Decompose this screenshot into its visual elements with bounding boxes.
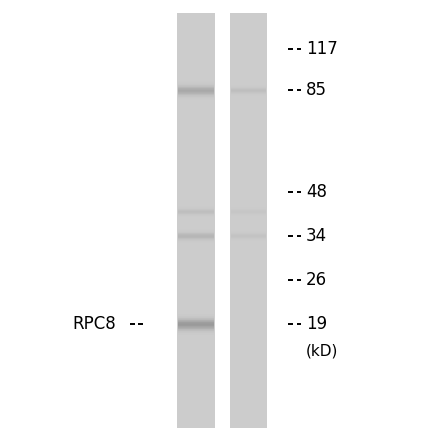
Text: 19: 19 <box>306 315 327 333</box>
Bar <box>178 316 213 317</box>
Bar <box>178 93 213 94</box>
Bar <box>178 324 213 325</box>
Bar <box>178 241 213 242</box>
Bar <box>178 231 213 232</box>
Bar <box>178 99 213 100</box>
Bar <box>178 318 213 319</box>
Text: 48: 48 <box>306 183 327 201</box>
Bar <box>178 319 213 320</box>
Bar <box>178 333 213 334</box>
Bar <box>178 87 213 88</box>
Bar <box>178 96 213 97</box>
Bar <box>178 83 213 84</box>
Bar <box>178 84 213 85</box>
Bar <box>178 85 213 86</box>
Bar <box>178 323 213 324</box>
Bar <box>178 325 213 326</box>
Bar <box>178 230 213 231</box>
Bar <box>178 232 213 233</box>
Bar <box>178 82 213 83</box>
Bar <box>178 97 213 98</box>
Bar <box>178 81 213 82</box>
Text: RPC8: RPC8 <box>73 315 117 333</box>
Bar <box>178 330 213 331</box>
Bar <box>178 314 213 315</box>
Bar <box>178 334 213 335</box>
Bar <box>178 329 213 330</box>
Bar <box>178 235 213 236</box>
Bar <box>178 229 213 230</box>
Bar <box>177 13 215 428</box>
Bar <box>178 236 213 237</box>
Text: 85: 85 <box>306 82 327 99</box>
Bar <box>230 13 267 428</box>
Bar <box>178 237 213 238</box>
Bar <box>178 91 213 92</box>
Bar <box>178 88 213 89</box>
Bar <box>178 317 213 318</box>
Bar <box>178 90 213 91</box>
Bar <box>178 331 213 332</box>
Bar <box>178 95 213 96</box>
Bar <box>178 89 213 90</box>
Bar <box>178 98 213 99</box>
Bar <box>178 320 213 321</box>
Text: 117: 117 <box>306 40 337 57</box>
Bar <box>178 233 213 234</box>
Text: 26: 26 <box>306 271 327 289</box>
Text: 34: 34 <box>306 227 327 245</box>
Bar <box>178 327 213 328</box>
Bar <box>178 315 213 316</box>
Bar <box>178 321 213 322</box>
Bar <box>178 239 213 240</box>
Bar <box>178 332 213 333</box>
Bar <box>178 238 213 239</box>
Bar <box>178 92 213 93</box>
Bar <box>178 328 213 329</box>
Bar <box>178 94 213 95</box>
Bar <box>178 322 213 323</box>
Bar <box>178 242 213 243</box>
Bar <box>178 326 213 327</box>
Text: (kD): (kD) <box>306 343 338 358</box>
Bar <box>178 86 213 87</box>
Bar <box>178 234 213 235</box>
Bar <box>178 240 213 241</box>
